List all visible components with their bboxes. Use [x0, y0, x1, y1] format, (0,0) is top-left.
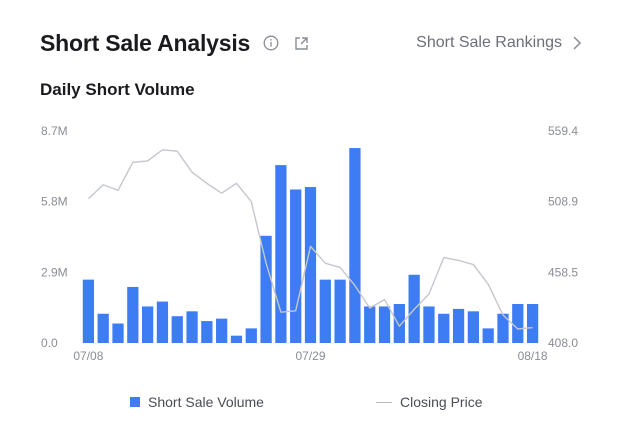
short-volume-chart: 0.0 2.9M 5.8M 8.7M 408.0 458.5 508.9 559.4 07/08…	[41, 124, 578, 363]
volume-bar	[526, 304, 539, 343]
volume-bar	[364, 306, 376, 343]
volume-bar	[97, 313, 109, 343]
volume-bar	[142, 306, 154, 343]
info-icon[interactable]	[262, 34, 280, 52]
volume-bar	[304, 187, 317, 343]
y-left-tick-label: 0.0	[41, 336, 58, 350]
legend-item-price[interactable]: Closing Price	[376, 394, 482, 410]
volume-bar	[349, 148, 361, 343]
volume-bar	[438, 313, 450, 343]
y-right-tick-label: 458.5	[548, 265, 578, 279]
y-right-tick-label: 408.0	[548, 336, 578, 350]
x-tick-label: 07/29	[295, 349, 325, 363]
x-tick-label: 07/08	[73, 349, 103, 363]
volume-bar	[423, 306, 435, 343]
legend-label-volume: Short Sale Volume	[148, 394, 264, 410]
chart-subtitle: Daily Short Volume	[40, 80, 195, 99]
volume-bar	[452, 308, 465, 343]
volume-bar	[216, 318, 228, 343]
short-sale-rankings-label: Short Sale Rankings	[416, 34, 562, 51]
volume-bar	[245, 328, 257, 343]
volume-bar	[275, 165, 287, 343]
volume-bar	[260, 235, 272, 343]
volume-bar	[82, 279, 95, 343]
volume-bar	[482, 328, 494, 343]
volume-bar	[230, 335, 243, 343]
volume-bar	[112, 323, 124, 343]
y-left-tick-label: 5.8M	[41, 195, 68, 209]
volume-bar	[378, 306, 391, 343]
short-sale-rankings-link[interactable]: Short Sale Rankings	[416, 34, 582, 52]
legend-item-volume[interactable]: Short Sale Volume	[130, 394, 264, 410]
share-icon[interactable]	[292, 34, 310, 52]
legend-line-swatch	[376, 401, 392, 403]
volume-bar	[512, 304, 524, 343]
volume-bar	[186, 311, 198, 343]
legend-label-price: Closing Price	[400, 394, 483, 410]
chevron-right-icon	[573, 36, 582, 50]
volume-bar	[497, 313, 509, 343]
y-right-tick-label: 559.4	[548, 124, 578, 138]
volume-bar	[290, 189, 302, 343]
page-title: Short Sale Analysis	[40, 29, 251, 56]
volume-bar	[319, 279, 331, 343]
volume-bar	[334, 279, 346, 343]
x-tick-label: 08/18	[518, 349, 548, 363]
y-left-tick-label: 2.9M	[41, 265, 68, 279]
legend-bar-swatch	[130, 397, 140, 407]
volume-bar	[156, 301, 169, 343]
volume-bar	[171, 316, 183, 343]
y-left-tick-label: 8.7M	[41, 124, 68, 138]
chart-legend: Short Sale Volume Closing Price	[0, 394, 626, 414]
y-right-tick-label: 508.9	[548, 195, 578, 209]
chart-header: Short Sale Analysis Short Sale Rankings	[40, 26, 582, 60]
volume-bar	[127, 286, 139, 343]
volume-bar	[393, 304, 405, 343]
volume-bar	[467, 311, 479, 343]
volume-bar	[201, 321, 213, 343]
closing-price-line	[87, 149, 533, 330]
